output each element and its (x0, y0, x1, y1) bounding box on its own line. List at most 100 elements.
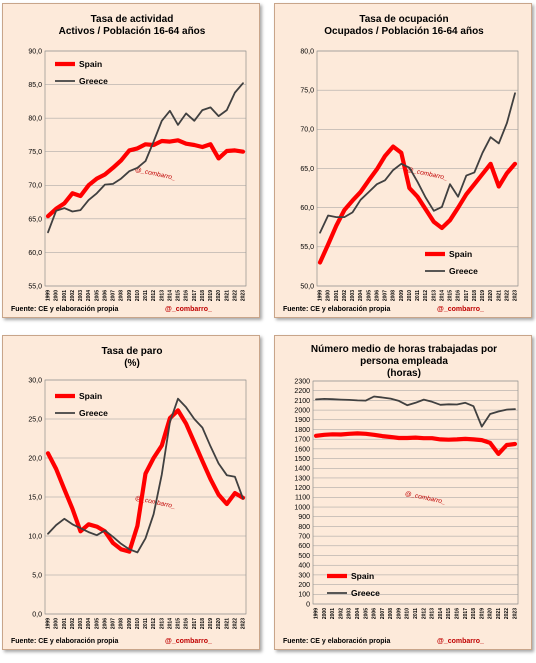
y-tick-label: 55,0 (28, 283, 42, 290)
x-tick-label: 2010 (135, 618, 141, 629)
y-tick-label: 1300 (294, 475, 310, 482)
x-tick-label: 2004 (86, 618, 92, 629)
x-tick-label: 2008 (391, 290, 397, 301)
y-tick-label: 85,0 (28, 82, 42, 89)
y-tick-label: 60,0 (300, 205, 314, 212)
y-tick-label: 1800 (294, 427, 310, 434)
x-tick-label: 2006 (374, 290, 380, 301)
x-tick-label: 2023 (513, 290, 519, 301)
x-tick-label: 2020 (488, 290, 494, 301)
x-tick-label: 2000 (326, 290, 332, 301)
series-line-spain (45, 408, 246, 554)
legend-label-spain: Spain (449, 249, 472, 259)
x-tick-label: 2019 (208, 618, 214, 629)
x-tick-label: 2002 (338, 608, 344, 619)
y-tick-label: 0,0 (32, 611, 42, 618)
x-tick-label: 2012 (151, 290, 157, 301)
panel-tasa-ocupacion: Tasa de ocupación Ocupados / Población 16… (274, 3, 532, 318)
x-tick-label: 2020 (216, 290, 222, 301)
x-tick-label: 2012 (151, 618, 157, 629)
x-tick-label: 2007 (380, 608, 386, 619)
x-tick-label: 2001 (62, 618, 68, 629)
x-tick-label: 2000 (322, 608, 328, 619)
x-tick-label: 2002 (70, 290, 76, 301)
y-tick-label: 2300 (294, 378, 310, 385)
x-tick-label: 2002 (70, 618, 76, 629)
x-tick-label: 2016 (184, 290, 190, 301)
y-tick-label: 65,0 (28, 216, 42, 223)
footer-source: Fuente: CE y elaboración propia (11, 306, 118, 313)
x-tick-label: 2004 (355, 608, 361, 619)
y-tick-label: 70,0 (28, 183, 42, 190)
panel-tasa-actividad: Tasa de actividad Activos / Población 16-… (2, 3, 260, 318)
x-tick-label: 2019 (480, 290, 486, 301)
chart-title: Tasa de ocupación (359, 14, 448, 25)
y-tick-label: 1100 (295, 495, 310, 502)
y-tick-label: 30,0 (28, 377, 42, 384)
y-tick-label: 10,0 (28, 533, 42, 540)
y-tick-label: 900 (298, 514, 310, 521)
x-tick-label: 2021 (496, 290, 502, 301)
y-tick-label: 400 (298, 563, 310, 570)
y-tick-label: 75,0 (300, 88, 314, 95)
x-tick-label: 2001 (62, 290, 68, 301)
footer-handle: @_combarro_ (437, 306, 484, 313)
x-tick-label: 2011 (413, 608, 419, 619)
y-tick-label: 2000 (294, 407, 310, 414)
x-tick-label: 2014 (167, 290, 173, 301)
x-tick-label: 2021 (224, 618, 230, 629)
x-tick-label: 2022 (232, 618, 238, 629)
x-tick-label: 1999 (46, 290, 52, 301)
x-tick-label: 2005 (363, 608, 369, 619)
footer-handle: @_combarro_ (165, 306, 212, 313)
y-tick-label: 55,0 (300, 244, 314, 251)
y-tick-label: 600 (298, 543, 310, 550)
x-tick-label: 2016 (454, 608, 460, 619)
plot-area (312, 380, 519, 605)
x-tick-label: 2011 (143, 618, 149, 629)
x-tick-label: 2004 (358, 290, 364, 301)
legend-label-spain: Spain (351, 571, 374, 581)
y-tick-label: 1700 (294, 437, 310, 444)
x-tick-label: 2006 (102, 290, 108, 301)
x-tick-label: 2015 (176, 618, 182, 629)
x-tick-label: 2012 (421, 608, 427, 619)
x-tick-label: 2009 (127, 290, 133, 301)
x-tick-label: 2019 (208, 290, 214, 301)
x-tick-label: 2013 (431, 290, 437, 301)
x-tick-label: 1999 (46, 618, 52, 629)
x-tick-label: 2003 (78, 290, 84, 301)
x-tick-label: 2009 (399, 290, 405, 301)
x-tick-label: 2006 (372, 608, 378, 619)
x-tick-label: 2017 (464, 290, 470, 301)
y-tick-label: 25,0 (28, 416, 42, 423)
footer-handle: @_combarro_ (165, 638, 212, 645)
x-tick-label: 2003 (347, 608, 353, 619)
x-tick-label: 2010 (405, 608, 411, 619)
y-tick-label: 20,0 (28, 455, 42, 462)
chart-title-line2: persona empleada (360, 356, 448, 367)
x-tick-label: 2015 (176, 290, 182, 301)
y-tick-label: 1600 (294, 446, 310, 453)
x-tick-label: 2002 (342, 290, 348, 301)
y-tick-label: 90,0 (28, 48, 42, 55)
x-tick-label: 2005 (94, 290, 100, 301)
x-tick-label: 2006 (102, 618, 108, 629)
x-tick-label: 2009 (396, 608, 402, 619)
x-tick-label: 2013 (159, 290, 165, 301)
series-line-greece (319, 92, 516, 234)
y-tick-label: 2200 (294, 388, 310, 395)
series-line-spain (45, 138, 246, 219)
chart-title: Tasa de paro (102, 346, 163, 357)
x-tick-label: 2023 (241, 618, 247, 629)
y-tick-label: 65,0 (300, 166, 314, 173)
chart-subtitle: Activos / Población 16-64 años (59, 26, 206, 37)
x-tick-label: 2014 (438, 608, 444, 619)
chart-subtitle: (%) (124, 358, 140, 369)
legend-label-greece: Greece (351, 588, 380, 598)
chart-title: Tasa de actividad (91, 14, 174, 25)
y-tick-label: 1500 (294, 456, 310, 463)
y-tick-label: 70,0 (300, 127, 314, 134)
y-tick-label: 100 (298, 592, 310, 599)
x-tick-label: 2008 (388, 608, 394, 619)
